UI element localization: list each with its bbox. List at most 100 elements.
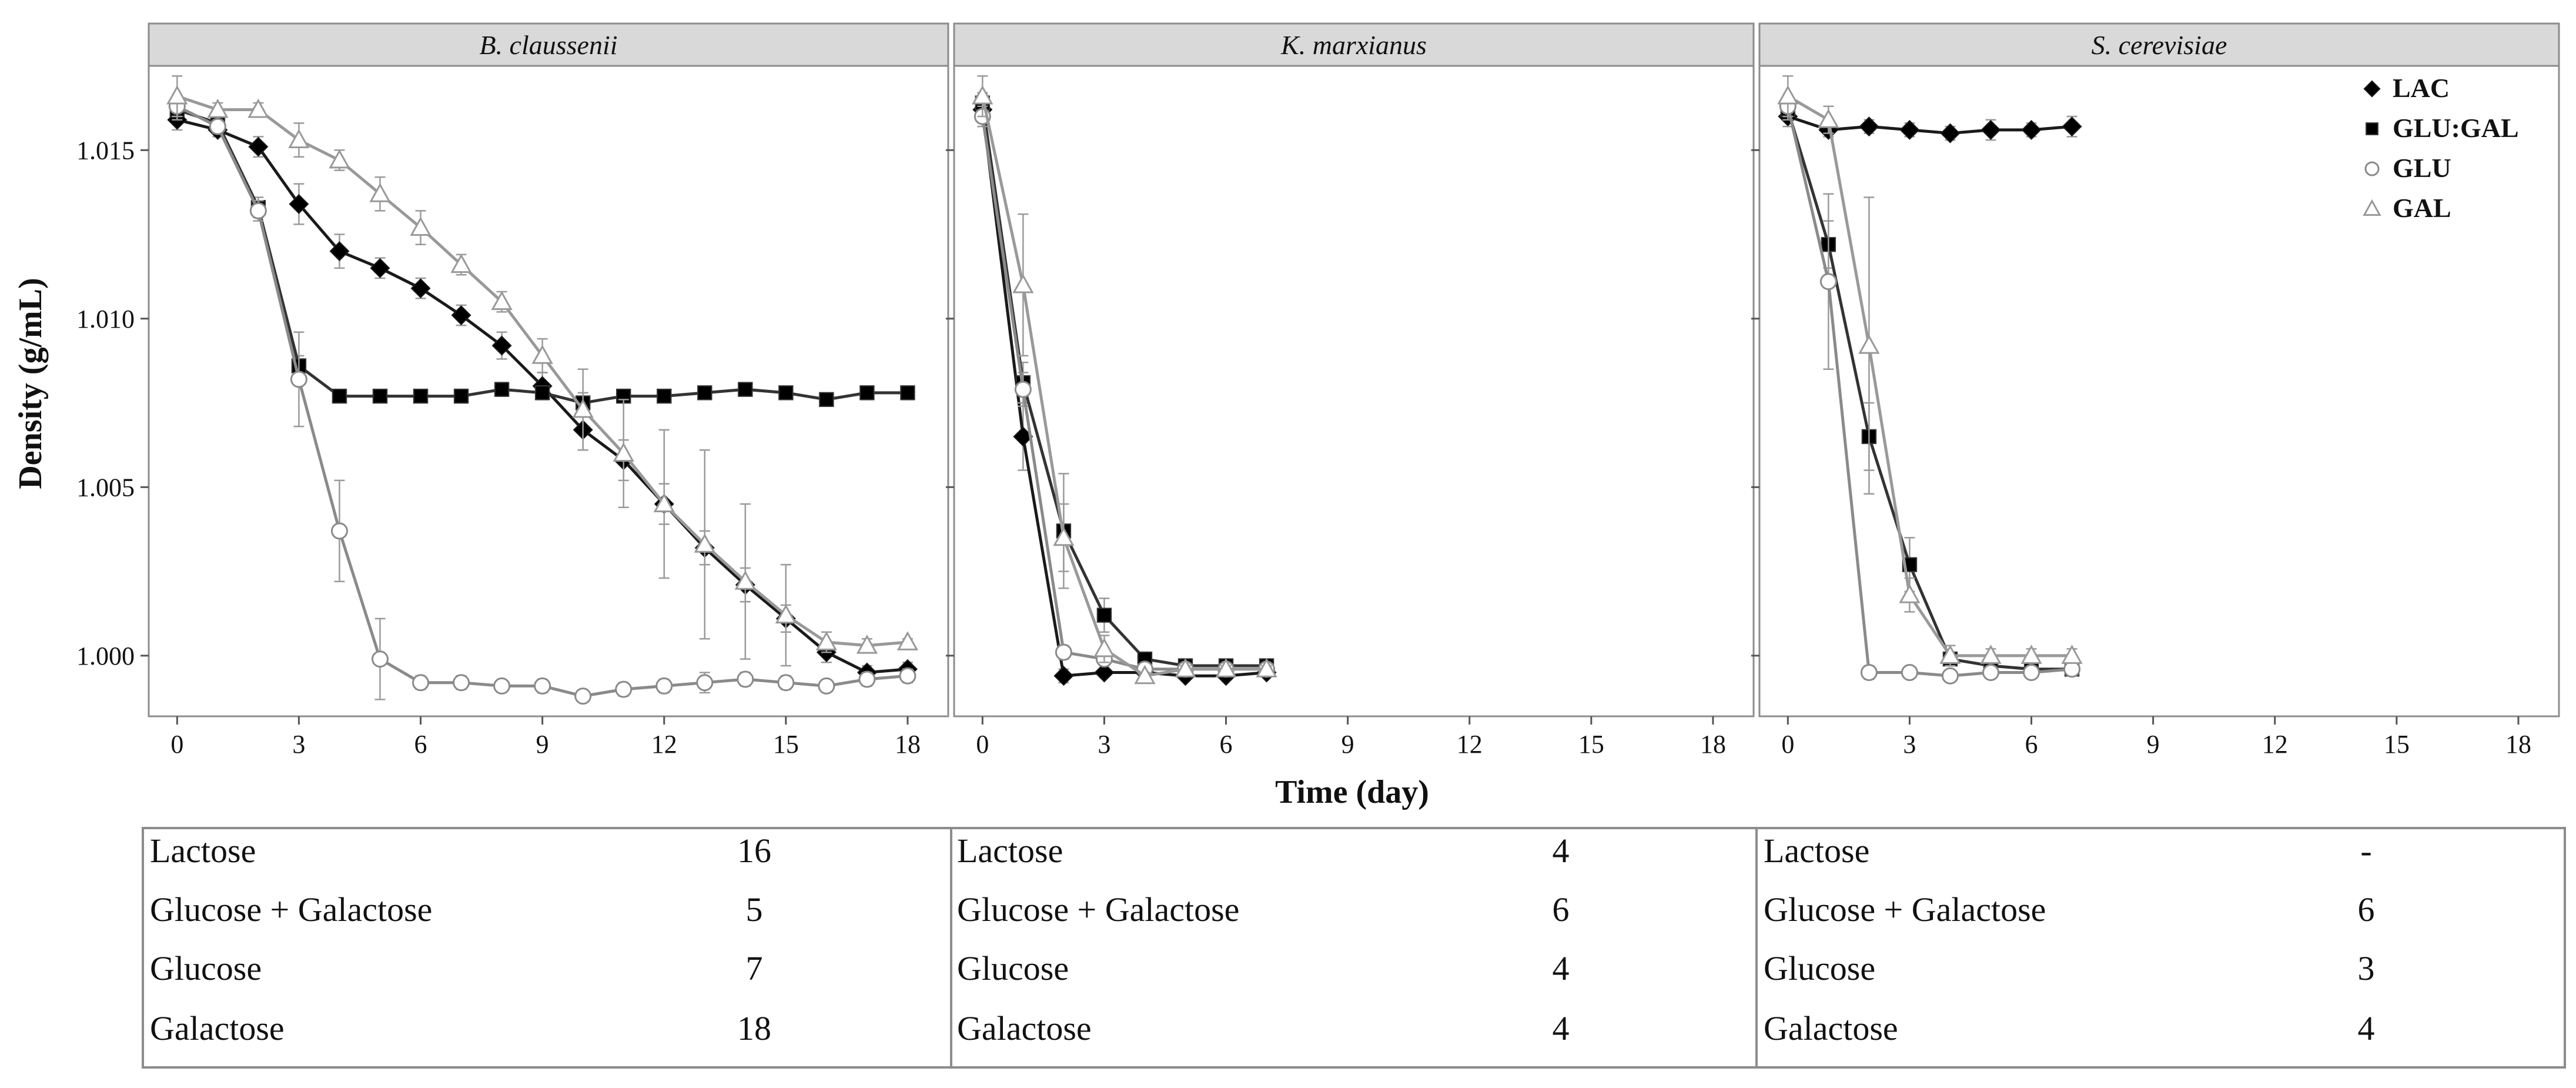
data-point — [1053, 666, 1074, 686]
data-point — [696, 674, 714, 692]
x-tick-label: 18 — [895, 730, 921, 759]
data-point — [1094, 662, 1115, 683]
table-row-label: Lactose — [957, 832, 1063, 870]
data-point — [166, 85, 188, 105]
data-point — [1982, 664, 2000, 682]
series-gal — [972, 75, 1277, 685]
data-point — [290, 371, 307, 388]
panel-strip — [1758, 22, 2560, 67]
data-point — [372, 388, 388, 404]
data-point — [777, 674, 795, 692]
data-point — [1175, 658, 1196, 678]
data-point — [775, 604, 797, 624]
data-point — [1941, 667, 1959, 685]
data-point — [615, 680, 633, 698]
table-row-label: Lactose — [150, 832, 256, 870]
legend-marker — [2363, 80, 2381, 98]
data-point — [330, 522, 348, 540]
data-point — [972, 85, 993, 105]
data-point — [818, 677, 835, 695]
data-point — [1055, 643, 1072, 661]
data-point — [249, 202, 267, 219]
x-tick-label: 15 — [1578, 730, 1604, 759]
data-point — [1014, 381, 1032, 398]
data-point — [534, 385, 550, 401]
x-axis-title: Time (day) — [1275, 774, 1429, 810]
table-row-value: 6 — [2358, 890, 2375, 929]
data-point — [2021, 119, 2042, 140]
data-point — [1256, 658, 1277, 678]
y-tick-label: 1.000 — [76, 642, 135, 670]
data-point — [1777, 85, 1799, 105]
x-tick-label: 18 — [1700, 730, 1726, 759]
data-point — [209, 118, 226, 135]
data-point — [1940, 123, 1961, 143]
data-point — [369, 183, 391, 202]
x-tick-label: 12 — [1457, 730, 1483, 759]
x-tick-label: 0 — [170, 730, 183, 759]
data-point — [657, 388, 672, 404]
y-tick-label: 1.010 — [76, 305, 135, 333]
table-row-label: Glucose + Galactose — [957, 890, 1239, 929]
data-point — [1215, 658, 1237, 678]
table-row-label: Galactose — [1764, 1009, 1898, 1047]
data-tables: Lactose 16 Glucose + Galactose 5 Glucose 7 Gal… — [142, 827, 2566, 1069]
table-row-label: Glucose + Galactose — [1764, 890, 2046, 929]
data-point — [332, 388, 347, 404]
data-point — [247, 98, 269, 118]
legend-marker — [2364, 161, 2380, 176]
data-point — [737, 670, 754, 688]
data-point — [453, 388, 469, 404]
x-tick-label: 12 — [651, 730, 677, 759]
data-point — [207, 98, 229, 118]
panel-2: K. marxianus 0 3 6 9 12 15 18 — [946, 22, 1755, 759]
table-row-value: 4 — [1553, 832, 1570, 870]
table-row-value: 3 — [2358, 949, 2375, 987]
data-point — [819, 392, 834, 408]
data-point — [900, 385, 915, 401]
data-point — [815, 631, 838, 650]
data-point — [534, 677, 551, 695]
series-line — [1787, 95, 2072, 658]
table-row-label: Glucose — [150, 949, 262, 987]
series-line — [981, 96, 1267, 678]
table-row-value: - — [2360, 832, 2371, 870]
data-point — [653, 493, 675, 512]
x-tick-label: 3 — [292, 730, 305, 759]
data-point — [694, 533, 715, 553]
data-point — [370, 258, 390, 278]
x-tick-label: 6 — [1220, 730, 1233, 759]
data-point — [1096, 608, 1112, 623]
x-tick-label: 12 — [2262, 730, 2288, 759]
table-1: Lactose 16 Glucose + Galactose 5 Glucose 7 Gal… — [150, 832, 771, 1047]
data-point — [572, 398, 594, 418]
x-tick-label: 9 — [1341, 730, 1354, 759]
data-point — [413, 388, 429, 404]
table-row-value: 4 — [2358, 1009, 2375, 1047]
plot-frame — [953, 65, 1755, 717]
x-tick-label: 0 — [1781, 730, 1794, 759]
data-point — [453, 674, 470, 692]
data-point — [1818, 109, 1839, 128]
data-point — [2020, 645, 2042, 664]
legend-label: LAC — [2393, 73, 2450, 103]
legend-label: GAL — [2393, 193, 2451, 223]
x-tick-label: 15 — [2384, 730, 2410, 759]
data-point — [1134, 665, 1156, 685]
series-glu-gal — [169, 99, 915, 414]
data-point — [899, 667, 916, 685]
x-tick-label: 6 — [2025, 730, 2038, 759]
table-row-label: Galactose — [150, 1009, 285, 1047]
data-point — [1012, 273, 1034, 293]
x-tick-label: 15 — [773, 730, 799, 759]
series-glu — [168, 95, 916, 705]
data-point — [655, 677, 673, 695]
legend: LAC GLU:GAL GLU GAL — [2363, 73, 2519, 223]
x-tick-label: 9 — [536, 730, 549, 759]
table-row-value: 16 — [737, 832, 771, 870]
panel-strip — [148, 22, 949, 67]
table-row-value: 4 — [1553, 949, 1570, 987]
x-tick-label: 18 — [2505, 730, 2531, 759]
panel-title: B. claussenii — [479, 30, 617, 60]
